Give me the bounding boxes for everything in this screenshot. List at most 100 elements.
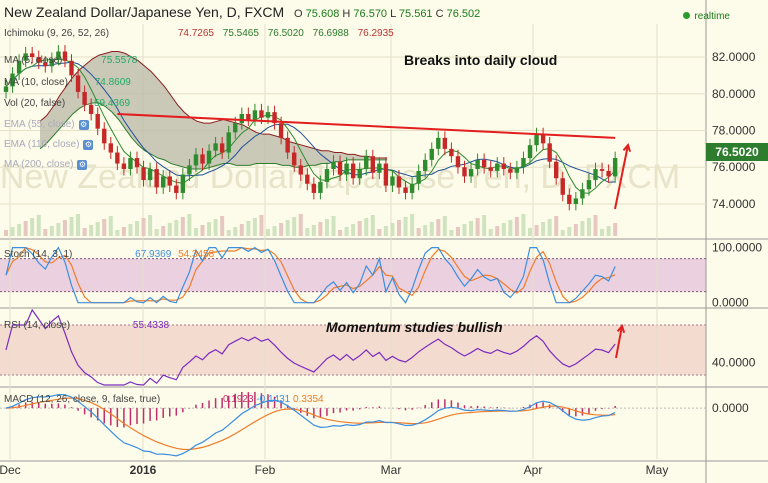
candle-body <box>495 163 500 171</box>
candle-body <box>606 170 611 177</box>
ichimoku-value-1: 74.7265 <box>177 28 214 39</box>
candle-body <box>508 169 513 173</box>
ema110-legend[interactable]: EMA (110, close) ⚙ <box>4 139 94 150</box>
candle-body <box>278 123 284 138</box>
ema55-legend[interactable]: EMA (55, close) ⚙ <box>4 119 89 130</box>
candle-body <box>350 163 356 179</box>
volume-bar <box>338 230 343 236</box>
high-label: H <box>342 8 351 20</box>
ema110-settings-icon[interactable]: ⚙ <box>83 140 94 150</box>
volume-bar <box>495 226 500 236</box>
volume-bar <box>521 214 526 236</box>
volume-bar <box>246 221 251 236</box>
candle-body <box>593 169 598 181</box>
ma10-label: MA (10, close) <box>4 77 68 88</box>
ma5-legend[interactable]: MA (5, close) 75.5578 <box>4 55 137 66</box>
candle-body <box>383 163 389 186</box>
volume-bar <box>331 216 336 236</box>
volume-bar <box>154 229 159 236</box>
x-tick-label: May <box>646 463 669 477</box>
volume-bar <box>23 221 28 236</box>
volume-bar <box>62 220 67 236</box>
candle-body <box>292 152 297 166</box>
ma200-settings-icon[interactable]: ⚙ <box>77 160 88 170</box>
high-value: 76.570 <box>353 8 388 20</box>
candle-body <box>239 113 244 124</box>
x-tick-label: Dec <box>0 463 21 477</box>
candle-body <box>213 143 218 151</box>
volume-bar <box>141 218 146 236</box>
x-tick-label: Mar <box>381 463 402 477</box>
low-label: L <box>390 8 396 20</box>
candle-body <box>206 150 212 164</box>
volume-bar <box>436 219 441 236</box>
ma10-line <box>5 61 616 183</box>
ma5-label: MA (5, close) <box>4 55 63 66</box>
x-tick-label: Feb <box>255 463 276 477</box>
volume-bar <box>305 228 310 236</box>
macd-signal-value: -0.1431 <box>256 394 291 405</box>
cloud-span-b <box>39 51 388 159</box>
candle-body <box>324 169 330 182</box>
ichimoku-legend[interactable]: Ichimoku (9, 26, 52, 26) 74.7265 75.5465… <box>4 28 394 39</box>
volume-bar <box>259 215 264 236</box>
volume-bar <box>593 215 598 236</box>
rsi-legend[interactable]: RSI (14, close) 55.4338 <box>4 320 169 331</box>
symbol-title[interactable]: New Zealand Dollar/Japanese Yen, D, FXCM <box>4 4 285 20</box>
candle-body <box>75 75 81 92</box>
candle-body <box>612 158 618 177</box>
volume-bar <box>528 228 532 236</box>
volume-bar <box>207 222 212 236</box>
candle-body <box>468 169 474 177</box>
candle-body <box>233 123 238 133</box>
candle-body <box>514 167 520 173</box>
volume-bar <box>397 220 401 236</box>
candle-body <box>416 170 421 184</box>
macd-legend[interactable]: MACD (12, 26, close, 9, false, true) 0.1… <box>4 394 324 405</box>
volume-bar <box>200 225 205 236</box>
candle-body <box>88 104 94 114</box>
candle-body <box>69 60 74 76</box>
candle-body <box>475 159 480 170</box>
ma10-legend[interactable]: MA (10, close) 74.8609 <box>4 77 131 88</box>
candle-body <box>298 165 303 175</box>
volume-bar <box>167 223 172 236</box>
rsi-tick-label: 40.0000 <box>712 356 756 370</box>
candle-body <box>252 110 258 120</box>
candle-body <box>573 198 579 204</box>
volume-bar <box>102 219 107 236</box>
macd-tick-label: 0.0000 <box>712 401 749 415</box>
ma200-legend[interactable]: MA (200, close) ⚙ <box>4 159 88 170</box>
resistance-trendline <box>117 112 616 139</box>
volume-bar <box>370 215 375 236</box>
volume-bar <box>613 223 618 236</box>
candle-body <box>396 176 402 188</box>
volume-legend[interactable]: Vol (20, false) 59.4369 <box>4 98 130 109</box>
volume-bar <box>586 218 591 236</box>
candle-body <box>23 53 28 61</box>
candle-body <box>501 163 506 170</box>
close-value: 76.502 <box>446 8 481 20</box>
candle-body <box>462 167 467 177</box>
candle-body <box>219 143 225 153</box>
volume-bar <box>514 217 519 236</box>
candle-body <box>180 174 186 193</box>
breakout-annotation: Breaks into daily cloud <box>404 52 558 68</box>
candle-body <box>56 51 61 59</box>
volume-bar <box>573 224 578 236</box>
stoch-tick-label: 0.0000 <box>712 296 749 310</box>
candle-body <box>377 163 382 173</box>
volume-bar <box>95 222 100 236</box>
volume-bar <box>403 217 408 236</box>
volume-bar <box>416 228 421 236</box>
ema55-label: EMA (55, close) <box>4 119 75 130</box>
candle-body <box>567 194 572 204</box>
candle-body <box>43 62 48 67</box>
candle-body <box>547 143 552 162</box>
candle-body <box>586 180 592 190</box>
volume-bar <box>220 216 225 236</box>
ema55-settings-icon[interactable]: ⚙ <box>78 120 89 130</box>
stoch-legend[interactable]: Stoch (14, 3, 1) 67.9369 54.3458 <box>4 249 214 260</box>
candle-body <box>246 113 251 120</box>
